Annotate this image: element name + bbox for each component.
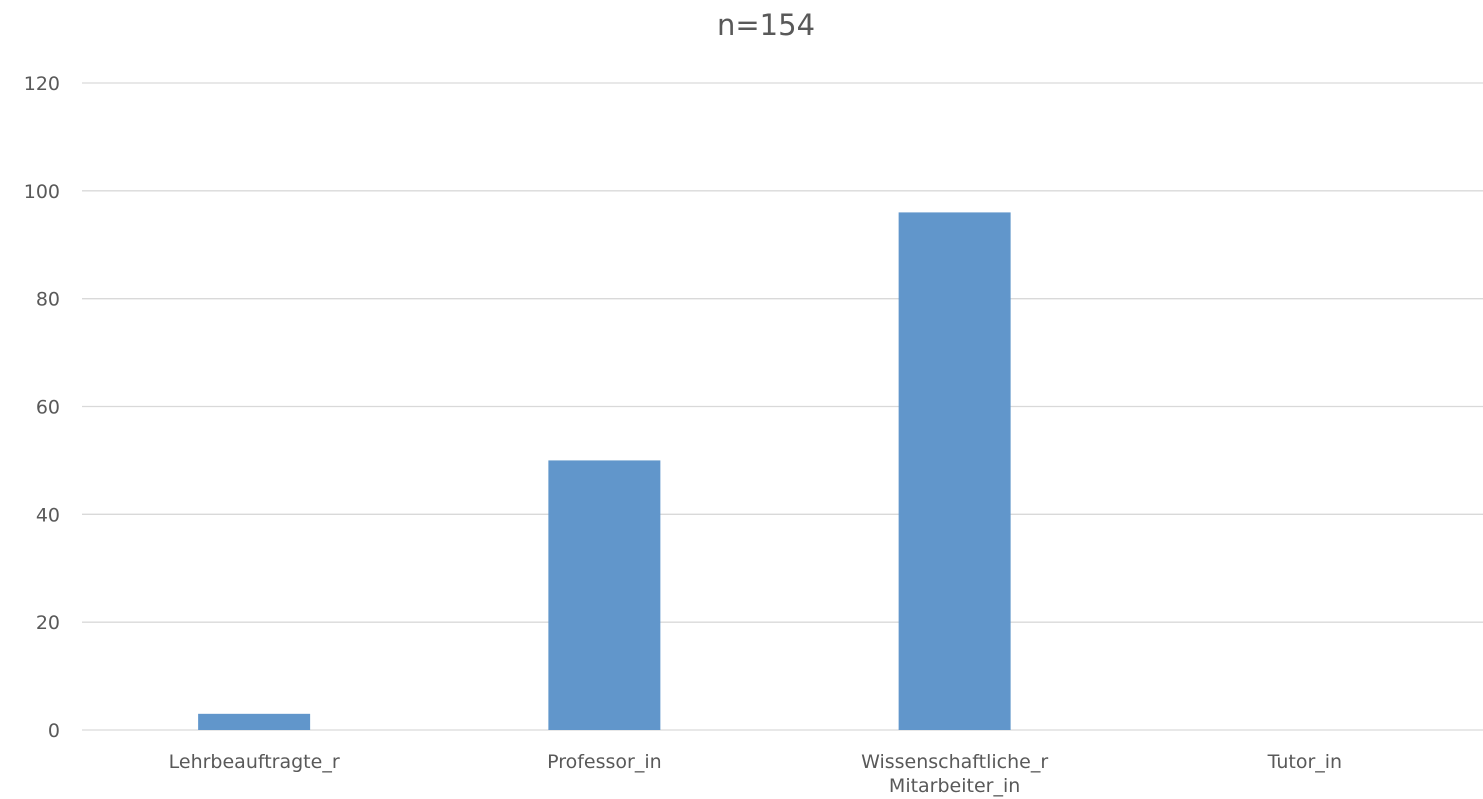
x-category-label-line: Lehrbeauftragte_r — [169, 751, 340, 773]
bar — [548, 460, 661, 730]
y-tick-label: 80 — [36, 289, 60, 311]
chart-title: n=154 — [717, 8, 815, 42]
bar — [198, 713, 311, 730]
x-category-label-line: Tutor_in — [1267, 751, 1342, 773]
bar — [898, 212, 1011, 730]
y-axis-tick-labels: 0 20 40 60 80 100 120 — [24, 73, 60, 742]
y-tick-label: 40 — [36, 504, 60, 526]
bars — [198, 212, 1011, 730]
y-tick-label: 100 — [24, 181, 60, 203]
gridlines — [82, 82, 1483, 731]
x-axis-category-labels: Lehrbeauftragte_r Professor_in Wissenschaf… — [169, 751, 1342, 797]
y-tick-label: 20 — [36, 612, 60, 634]
x-category-label: Professor_in — [547, 751, 662, 773]
y-tick-label: 120 — [24, 73, 60, 95]
x-category-label: Tutor_in — [1267, 751, 1342, 773]
x-category-label-line: Professor_in — [547, 751, 662, 773]
y-tick-label: 0 — [48, 720, 60, 742]
y-tick-label: 60 — [36, 397, 60, 419]
x-category-label: Wissenschaftliche_r Mitarbeiter_in — [861, 751, 1048, 797]
x-category-label: Lehrbeauftragte_r — [169, 751, 340, 773]
x-category-label-line: Mitarbeiter_in — [889, 775, 1020, 797]
x-category-label-line: Wissenschaftliche_r — [861, 751, 1048, 773]
